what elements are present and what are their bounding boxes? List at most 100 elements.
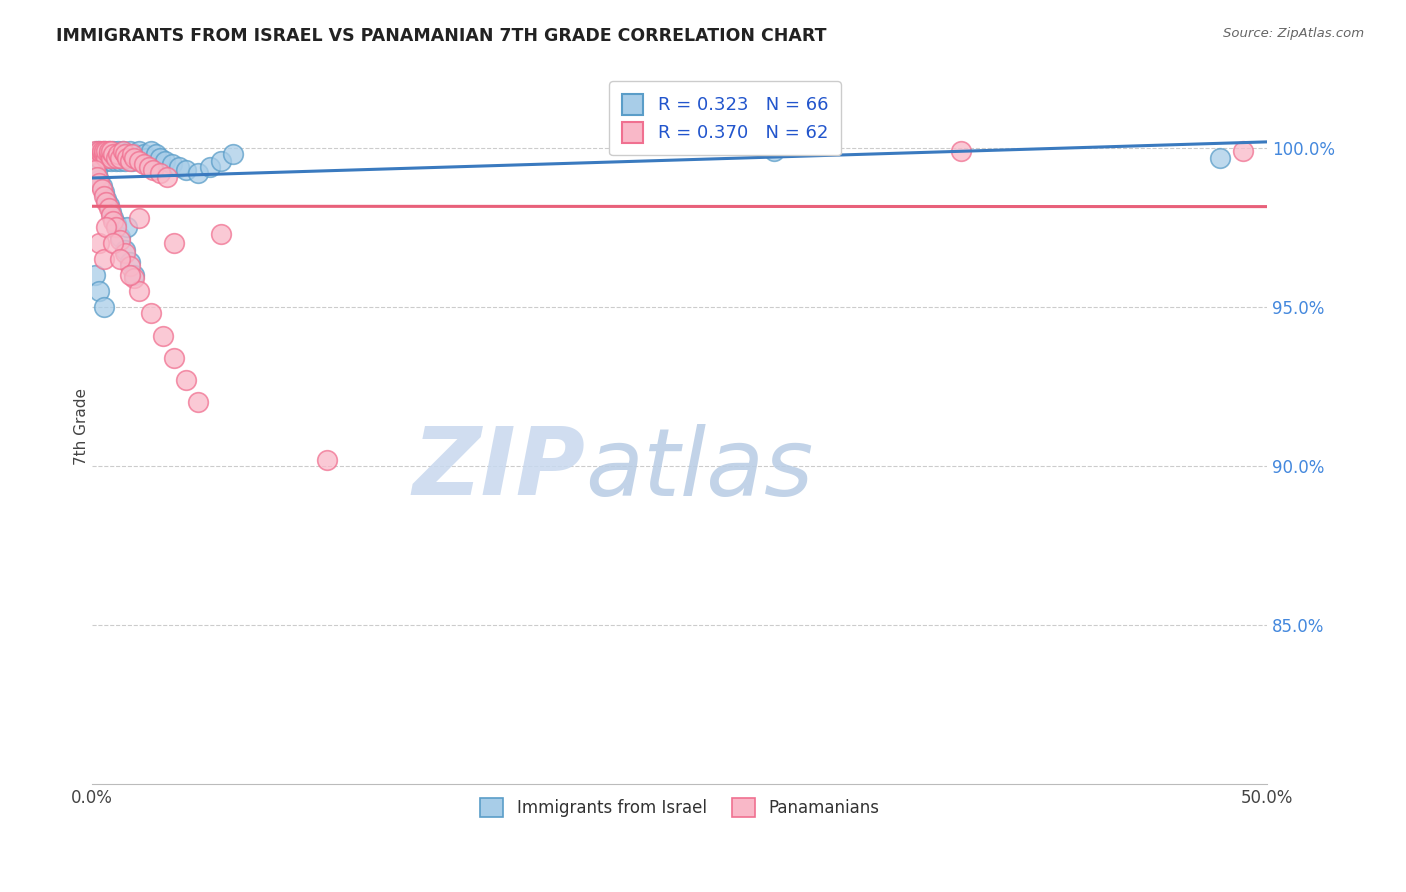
Y-axis label: 7th Grade: 7th Grade xyxy=(73,388,89,465)
Point xyxy=(114,246,136,260)
Point xyxy=(124,268,146,282)
Point xyxy=(96,144,118,158)
Point xyxy=(110,151,132,165)
Point xyxy=(83,160,105,174)
Point xyxy=(128,284,150,298)
Point xyxy=(86,144,108,158)
Point xyxy=(209,227,232,241)
Point xyxy=(131,153,153,168)
Point xyxy=(114,153,136,168)
Point xyxy=(110,252,132,267)
Point xyxy=(93,300,115,314)
Point xyxy=(93,144,115,158)
Point xyxy=(89,173,111,187)
Point xyxy=(97,151,120,165)
Point xyxy=(198,160,221,174)
Text: Source: ZipAtlas.com: Source: ZipAtlas.com xyxy=(1223,27,1364,40)
Point xyxy=(107,151,129,165)
Point xyxy=(222,147,245,161)
Point xyxy=(110,233,132,247)
Point xyxy=(124,147,146,161)
Point xyxy=(97,147,120,161)
Point xyxy=(149,151,172,165)
Point xyxy=(762,144,785,158)
Point xyxy=(89,144,111,158)
Point xyxy=(107,147,129,161)
Point xyxy=(93,151,115,165)
Point xyxy=(90,147,112,161)
Point xyxy=(86,166,108,180)
Point xyxy=(135,151,157,165)
Point xyxy=(117,220,139,235)
Point xyxy=(103,236,125,251)
Point xyxy=(132,157,155,171)
Point xyxy=(90,147,112,161)
Point xyxy=(110,147,132,161)
Point xyxy=(89,151,111,165)
Point xyxy=(93,252,115,267)
Point xyxy=(110,153,132,168)
Point xyxy=(90,153,112,168)
Point xyxy=(128,153,150,168)
Point xyxy=(103,144,125,158)
Point xyxy=(153,153,176,168)
Point xyxy=(111,151,134,165)
Point xyxy=(83,163,105,178)
Point xyxy=(117,151,139,165)
Point xyxy=(117,151,139,165)
Point xyxy=(128,211,150,225)
Text: ZIP: ZIP xyxy=(413,423,585,515)
Point xyxy=(104,147,127,161)
Point xyxy=(104,217,127,231)
Point xyxy=(100,204,122,219)
Point xyxy=(104,153,127,168)
Point xyxy=(97,144,120,158)
Point xyxy=(93,186,115,200)
Point xyxy=(156,169,179,184)
Point xyxy=(160,157,183,171)
Point xyxy=(125,151,148,165)
Point xyxy=(93,147,115,161)
Point xyxy=(118,259,141,273)
Point xyxy=(89,236,111,251)
Point xyxy=(103,147,125,161)
Point xyxy=(950,144,973,158)
Point xyxy=(89,284,111,298)
Point xyxy=(96,153,118,168)
Point xyxy=(1209,151,1232,165)
Point xyxy=(117,147,139,161)
Point xyxy=(103,214,125,228)
Point xyxy=(1232,144,1254,158)
Point xyxy=(124,151,146,165)
Point xyxy=(86,169,108,184)
Point xyxy=(174,373,197,387)
Point xyxy=(152,328,174,343)
Point xyxy=(139,306,162,320)
Point xyxy=(167,160,190,174)
Point xyxy=(97,202,120,216)
Point xyxy=(96,194,118,209)
Point xyxy=(89,176,111,190)
Point xyxy=(132,147,155,161)
Point xyxy=(121,147,143,161)
Point xyxy=(104,220,127,235)
Point xyxy=(89,151,111,165)
Point xyxy=(97,144,120,158)
Point xyxy=(163,236,186,251)
Point xyxy=(104,151,127,165)
Point xyxy=(174,163,197,178)
Point xyxy=(90,179,112,194)
Point xyxy=(139,144,162,158)
Point xyxy=(118,144,141,158)
Text: atlas: atlas xyxy=(585,424,814,515)
Point xyxy=(209,153,232,168)
Point xyxy=(149,166,172,180)
Point xyxy=(103,151,125,165)
Point xyxy=(96,151,118,165)
Point xyxy=(97,198,120,212)
Point xyxy=(100,151,122,165)
Point xyxy=(111,144,134,158)
Point xyxy=(96,220,118,235)
Point xyxy=(90,182,112,196)
Point xyxy=(83,147,105,161)
